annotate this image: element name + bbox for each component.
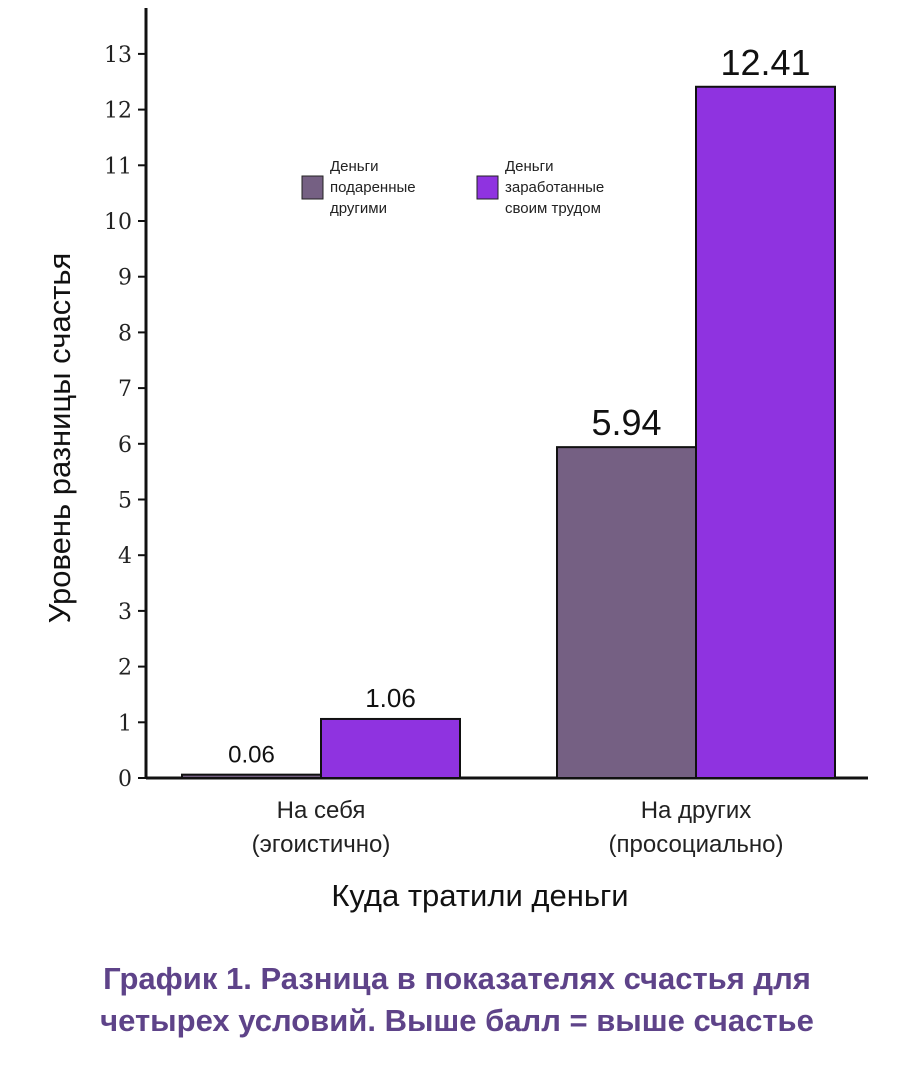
y-axis-title: Уровень разницы счастья xyxy=(42,253,77,624)
legend-label: Деньги xyxy=(330,158,378,175)
legend: Деньги подаренные другими Деньги заработанны… xyxy=(301,158,604,217)
y-tick-label: 0 xyxy=(118,767,132,792)
legend-label: заработанные xyxy=(505,179,604,196)
y-tick-label: 6 xyxy=(118,433,132,458)
legend-label: другими xyxy=(330,200,387,217)
legend-label: Деньги xyxy=(505,158,553,175)
data-labels: 0.06 1.06 5.94 12.41 xyxy=(228,42,810,769)
bar-value-label: 1.06 xyxy=(365,683,416,713)
y-tick-label: 8 xyxy=(118,321,132,346)
legend-label: своим трудом xyxy=(505,200,601,217)
legend-label: подаренные xyxy=(330,179,416,196)
figure-caption: График 1. Разница в показателях счастья … xyxy=(0,958,914,1042)
bar xyxy=(181,773,322,780)
x-axis-title: Куда тратили деньги xyxy=(331,878,628,913)
y-tick-label: 12 xyxy=(104,99,132,124)
bar-value-label: 12.41 xyxy=(720,42,810,83)
caption-line-1: График 1. Разница в показателях счастья … xyxy=(103,961,811,996)
legend-swatch xyxy=(301,175,324,200)
y-tick-label: 2 xyxy=(118,656,132,681)
y-tick-label: 9 xyxy=(118,266,132,291)
bar-value-label: 0.06 xyxy=(228,742,275,769)
bar xyxy=(695,85,836,779)
y-tick-label: 5 xyxy=(118,489,132,514)
x-axis-tick-labels: На себя (эгоистично) На других (просоциальн… xyxy=(252,797,784,858)
y-tick-label: 10 xyxy=(104,210,132,235)
bar xyxy=(320,717,461,780)
legend-swatch xyxy=(476,175,499,200)
y-tick-label: 4 xyxy=(118,544,132,569)
y-tick-label: 13 xyxy=(104,43,132,68)
bar xyxy=(556,446,697,779)
y-tick-label: 1 xyxy=(118,711,132,736)
category-label: На себя xyxy=(277,797,366,824)
y-tick-label: 3 xyxy=(118,600,132,625)
category-label: (просоциально) xyxy=(609,831,784,858)
caption-line-2: четырех условий. Выше балл = выше счасть… xyxy=(100,1003,814,1038)
y-tick-label: 11 xyxy=(104,154,132,179)
y-tick-label: 7 xyxy=(118,377,132,402)
bar-value-label: 5.94 xyxy=(591,402,661,443)
category-label: На других xyxy=(641,797,752,824)
bars xyxy=(181,85,836,780)
category-label: (эгоистично) xyxy=(252,831,391,858)
